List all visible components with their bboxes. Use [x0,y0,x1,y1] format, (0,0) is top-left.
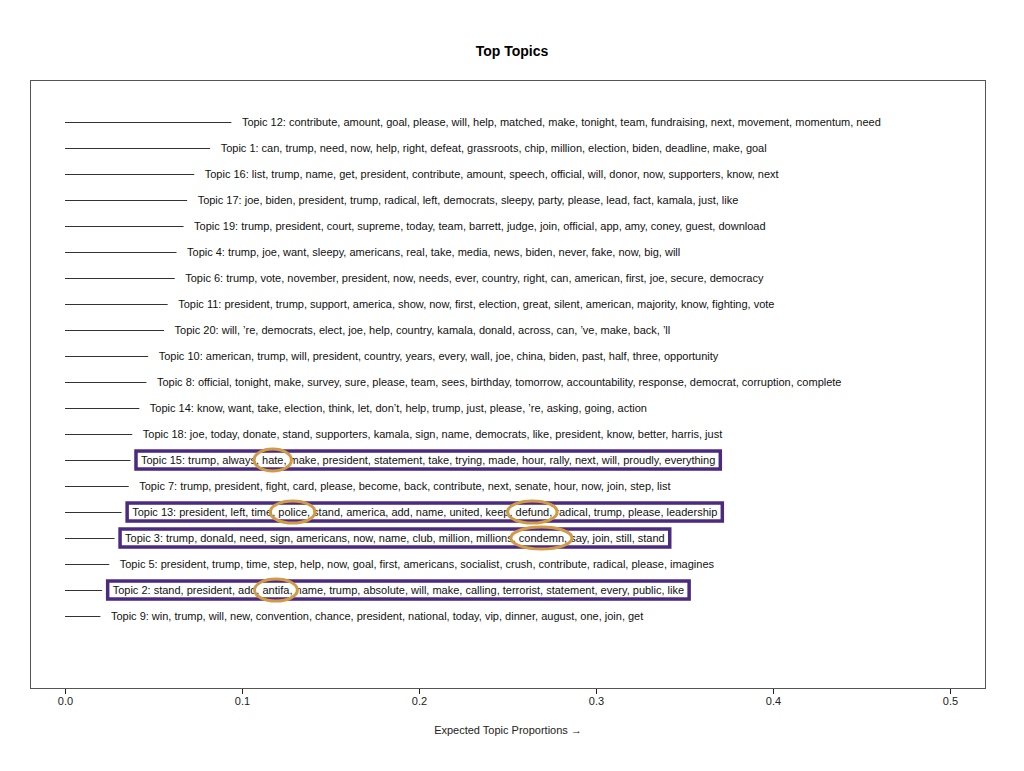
svg-text:0.4: 0.4 [766,695,781,707]
svg-text:Topic 19: trump, president, co: Topic 19: trump, president, court, supre… [194,220,766,232]
svg-text:Topic 9: win, trump, will, new: Topic 9: win, trump, will, new, conventi… [111,610,643,622]
svg-text:Topic 16: list, trump, name, g: Topic 16: list, trump, name, get, presid… [205,168,779,180]
svg-text:Topic 13: president, left, tim: Topic 13: president, left, time, police,… [132,506,717,518]
svg-text:Topic 4: trump, joe, want, sle: Topic 4: trump, joe, want, sleepy, ameri… [187,246,680,258]
svg-text:Topic 7: trump, president, fig: Topic 7: trump, president, fight, card, … [139,480,670,492]
svg-text:Topic 5: president, trump, tim: Topic 5: president, trump, time, step, h… [120,558,715,570]
svg-text:Topic 20: will, ’re, democrats: Topic 20: will, ’re, democrats, elect, j… [175,324,671,336]
svg-text:0.5: 0.5 [943,695,958,707]
svg-text:Topic 8: official, tonight, ma: Topic 8: official, tonight, make, survey… [157,376,842,388]
svg-text:Topic 1: can, trump, need, now: Topic 1: can, trump, need, now, help, ri… [221,142,767,154]
svg-text:0.1: 0.1 [235,695,250,707]
svg-text:Expected Topic Proportions →: Expected Topic Proportions → [434,724,582,736]
svg-text:Topic 15: trump, always, hate,: Topic 15: trump, always, hate, make, pre… [141,454,715,466]
html-text:Top Topics: Top Topics [475,43,549,59]
svg-text:Topic 18: joe, today, donate,: Topic 18: joe, today, donate, stand, sup… [143,428,722,440]
svg-text:Topic 3: trump, donald, need,: Topic 3: trump, donald, need, sign, amer… [125,532,665,544]
svg-text:Topic 6: trump, vote, november: Topic 6: trump, vote, november, presiden… [185,272,764,284]
svg-text:Topic 12: contribute, amount,: Topic 12: contribute, amount, goal, plea… [242,116,881,128]
svg-text:Topic 2: stand, president, add: Topic 2: stand, president, add, antifa, … [113,584,684,596]
svg-text:Topic 11: president, trump, su: Topic 11: president, trump, support, ame… [178,298,774,310]
svg-text:0.0: 0.0 [58,695,73,707]
svg-text:Topic 14: know, want, take, el: Topic 14: know, want, take, election, th… [150,402,647,414]
svg-text:0.3: 0.3 [589,695,604,707]
svg-text:0.2: 0.2 [412,695,427,707]
svg-text:Topic 17: joe, biden, presiden: Topic 17: joe, biden, president, trump, … [198,194,739,206]
svg-text:Topic 10: american, trump, wil: Topic 10: american, trump, will, preside… [159,350,719,362]
